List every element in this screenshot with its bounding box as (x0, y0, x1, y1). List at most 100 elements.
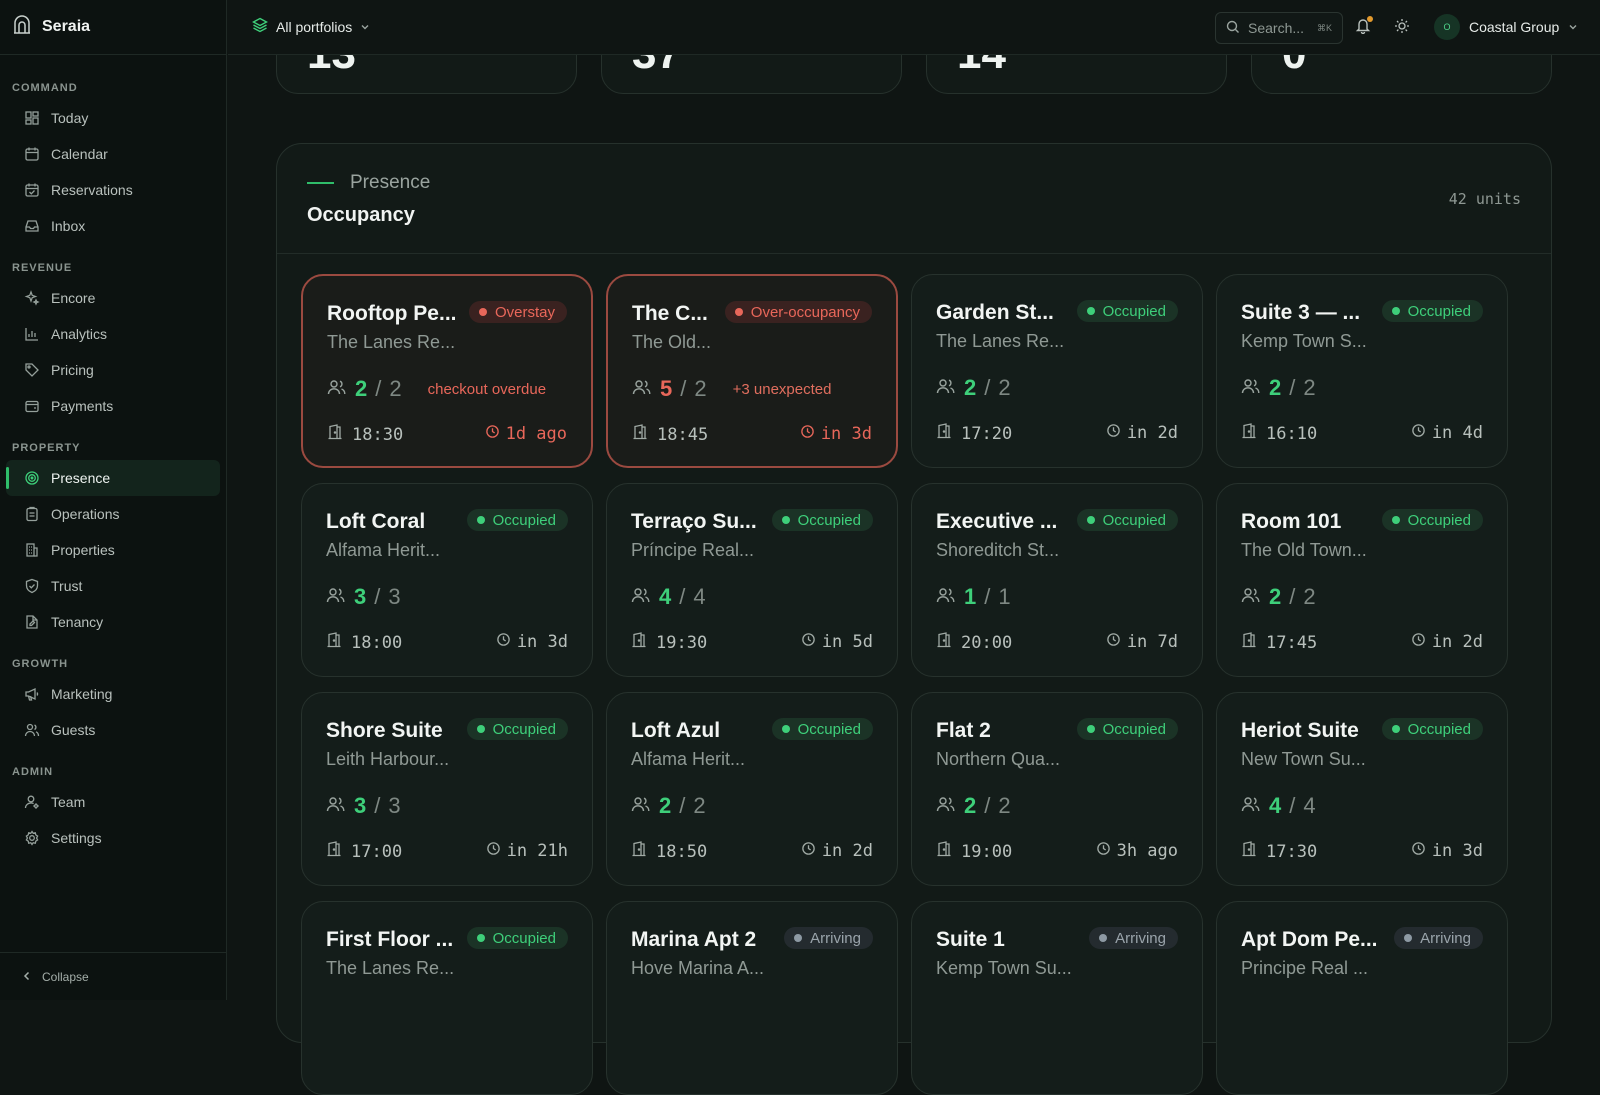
unit-name: Rooftop Pe... (327, 302, 457, 325)
unit-card[interactable]: Marina Apt 2 Hove Marina A... Arriving (606, 901, 898, 1095)
users-icon (936, 586, 956, 609)
brand[interactable]: Seraia (0, 0, 226, 55)
unit-card[interactable]: Terraço Su... Príncipe Real... Occupied … (606, 483, 898, 677)
status-badge: Occupied (1076, 509, 1178, 531)
nav-section-title: COMMAND (12, 82, 78, 94)
status-badge: Occupied (1381, 300, 1483, 322)
unit-name: Shore Suite (326, 719, 443, 742)
gear-icon (23, 829, 41, 847)
sidebar-item-trust[interactable]: Trust (6, 568, 220, 604)
status-badge: Arriving (1089, 927, 1178, 949)
unit-card[interactable]: The C... The Old... Over-occupancy 5 / 2… (606, 274, 898, 468)
slash: / (679, 793, 686, 818)
sidebar-item-operations[interactable]: Operations (6, 496, 220, 532)
sidebar-item-calendar[interactable]: Calendar (6, 136, 220, 172)
sidebar-item-settings[interactable]: Settings (6, 820, 220, 856)
status-dot (476, 934, 485, 942)
portfolio-selector[interactable]: All portfolios (252, 17, 370, 36)
unit-card[interactable]: Apt Dom Pe... Principe Real ... Arriving (1216, 901, 1508, 1095)
active-indicator (6, 467, 9, 489)
unit-name: Heriot Suite (1241, 719, 1359, 742)
status-dot (734, 308, 743, 316)
sidebar-item-properties[interactable]: Properties (6, 532, 220, 568)
status-badge: Occupied (466, 509, 568, 531)
status-dot (1391, 307, 1400, 315)
unit-card[interactable]: Shore Suite Leith Harbour... Occupied 3 … (301, 692, 593, 886)
sidebar-item-analytics[interactable]: Analytics (6, 316, 220, 352)
guests-capacity: 2 (998, 793, 1011, 818)
door-icon (631, 632, 647, 653)
sidebar-item-label: Inbox (51, 218, 86, 234)
unit-property: Kemp Town Su... (936, 958, 1072, 978)
status-label: Occupied (492, 511, 556, 529)
status-dot (794, 934, 803, 942)
status-badge: Occupied (466, 718, 568, 740)
status-label: Occupied (797, 511, 861, 529)
unit-card[interactable]: Loft Azul Alfama Herit... Occupied 2 / 2… (606, 692, 898, 886)
checkin-time: 19:00 (936, 841, 1012, 862)
checkout-due-value: 3h ago (1116, 841, 1178, 861)
notification-dot (1367, 16, 1373, 22)
unit-card[interactable]: Heriot Suite New Town Su... Occupied 4 /… (1216, 692, 1508, 886)
sidebar-item-label: Reservations (51, 182, 133, 198)
sidebar-item-reservations[interactable]: Reservations (6, 172, 220, 208)
sidebar-item-label: Presence (51, 470, 111, 486)
sidebar-item-presence[interactable]: Presence (6, 460, 220, 496)
search-input[interactable]: Search... ⌘K (1215, 12, 1343, 44)
account-menu[interactable]: O Coastal Group (1434, 14, 1578, 40)
users-icon (631, 586, 651, 609)
guests-present: 1 (964, 584, 977, 609)
sidebar-item-label: Analytics (51, 326, 108, 342)
guests-present: 4 (1269, 793, 1282, 818)
unit-card[interactable]: Room 101 The Old Town... Occupied 2 / 2 … (1216, 483, 1508, 677)
unit-card[interactable]: Suite 1 Kemp Town Su... Arriving (911, 901, 1203, 1095)
tag-icon (23, 361, 41, 379)
unit-card[interactable]: Rooftop Pe... The Lanes Re... Overstay 2… (301, 274, 593, 468)
unit-card[interactable]: First Floor ... The Lanes Re... Occupied (301, 901, 593, 1095)
guests-present: 2 (659, 793, 672, 818)
sidebar-item-team[interactable]: Team (6, 784, 220, 820)
sidebar: Seraia COMMAND Today Calendar Reservations I… (0, 0, 227, 1000)
clipboard-icon (23, 505, 41, 523)
unit-name: Executive ... (936, 510, 1058, 533)
unit-card[interactable]: Flat 2 Northern Qua... Occupied 2 / 2 19… (911, 692, 1203, 886)
slash: / (374, 584, 381, 609)
checkin-time-value: 17:00 (351, 841, 403, 862)
unit-card[interactable]: Suite 3 — ... Kemp Town S... Occupied 2 … (1216, 274, 1508, 468)
unit-card[interactable]: Executive ... Shoreditch St... Occupied … (911, 483, 1203, 677)
sidebar-item-today[interactable]: Today (6, 100, 220, 136)
sidebar-item-label: Calendar (51, 146, 108, 162)
sidebar-item-guests[interactable]: Guests (6, 712, 220, 748)
guest-count: 4 / 4 (1241, 793, 1316, 819)
sidebar-item-label: Pricing (51, 362, 94, 378)
sidebar-item-payments[interactable]: Payments (6, 388, 220, 424)
unit-name: Suite 1 (936, 928, 1005, 951)
sidebar-item-encore[interactable]: Encore (6, 280, 220, 316)
checkout-due: in 2d (1106, 423, 1178, 443)
calendar-check-icon (23, 181, 41, 199)
checkout-due: in 3d (496, 632, 568, 652)
checkout-due-value: in 3d (820, 424, 872, 444)
sidebar-item-pricing[interactable]: Pricing (6, 352, 220, 388)
checkin-time-value: 17:45 (1266, 632, 1318, 653)
sidebar-item-label: Properties (51, 542, 115, 558)
unit-card[interactable]: Loft Coral Alfama Herit... Occupied 3 / … (301, 483, 593, 677)
guests-present: 3 (354, 584, 367, 609)
door-icon (936, 423, 952, 444)
chevron-down-icon (1568, 19, 1578, 35)
clock-icon (1411, 841, 1426, 861)
guest-count: 3 / 3 (326, 584, 401, 610)
notifications-button[interactable] (1355, 16, 1373, 39)
sidebar-item-marketing[interactable]: Marketing (6, 676, 220, 712)
sidebar-item-inbox[interactable]: Inbox (6, 208, 220, 244)
door-icon (327, 424, 343, 445)
checkin-time-value: 18:50 (656, 841, 708, 862)
theme-toggle[interactable] (1394, 18, 1410, 39)
unit-card[interactable]: Garden St... The Lanes Re... Occupied 2 … (911, 274, 1203, 468)
sidebar-nav: COMMAND Today Calendar Reservations Inbox REV… (0, 82, 226, 856)
sidebar-item-tenancy[interactable]: Tenancy (6, 604, 220, 640)
guest-count: 2 / 2 (936, 375, 1011, 401)
collapse-button[interactable]: Collapse (0, 952, 227, 1000)
checkin-time: 16:10 (1241, 423, 1317, 444)
guests-capacity: 2 (998, 375, 1011, 400)
